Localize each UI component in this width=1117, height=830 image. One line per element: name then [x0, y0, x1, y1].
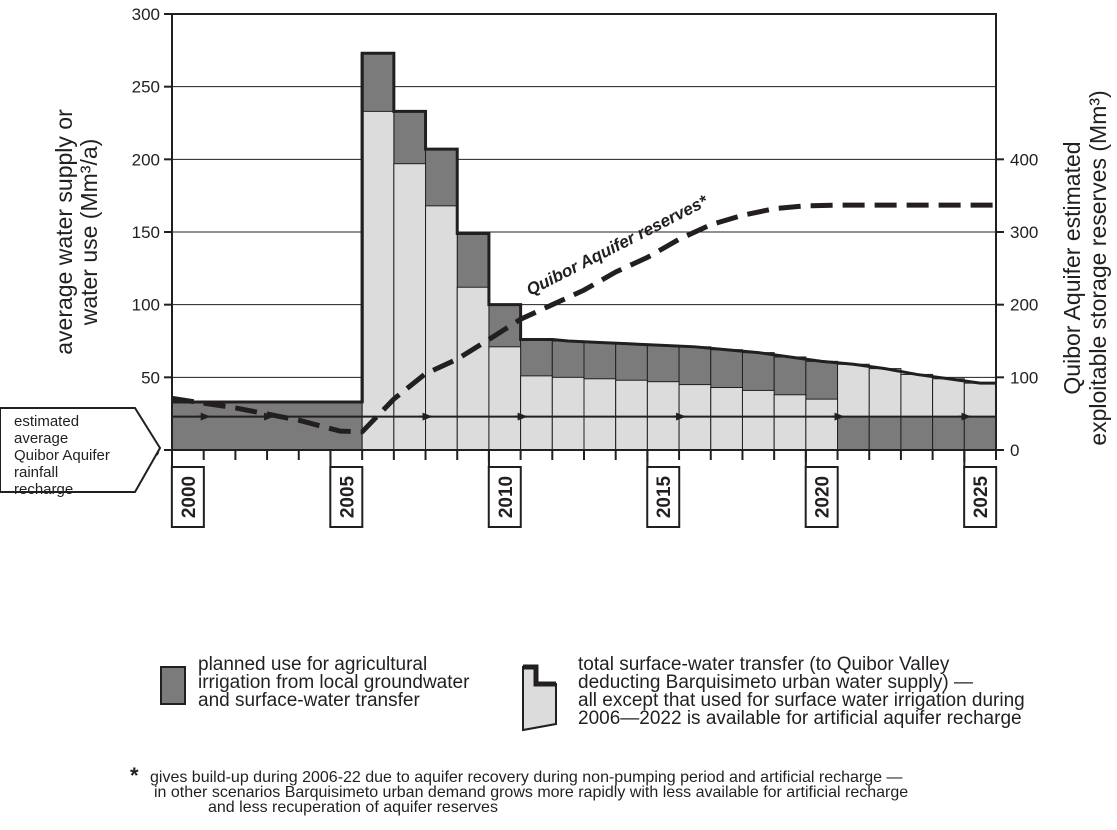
x-tick-box	[804, 466, 839, 528]
annotation-line: rainfall	[14, 464, 58, 481]
total-transfer-outline	[172, 51, 996, 404]
legend-light-line: deducting Barquisimeto urban water suppl…	[578, 672, 973, 693]
x-tick-label: 2015	[654, 475, 675, 518]
legend-dark-line: irrigation from local groundwater	[198, 672, 470, 693]
y-axis-title-line: water use (Mm³/a)	[76, 139, 102, 327]
x-tick-label: 2010	[496, 476, 517, 518]
bar-surface-irrigation	[393, 163, 427, 450]
y-tick-label: 150	[132, 223, 160, 242]
bar-groundwater	[900, 416, 934, 450]
legend-light-line: all except that used for surface water i…	[578, 690, 1025, 711]
y-tick-label: 250	[132, 78, 160, 97]
y2-axis-title: Quibor Aquifer estimatedexploitable stor…	[1059, 90, 1111, 445]
y-tick-label: 100	[132, 296, 160, 315]
y-tick-label: 300	[132, 5, 160, 24]
x-tick-label: 2005	[337, 475, 358, 518]
footnote-line: in other scenarios Barquisimeto urban de…	[154, 784, 909, 801]
legend-light-line: 2006—2022 is available for artificial aq…	[578, 708, 1022, 729]
bar-groundwater	[963, 416, 996, 450]
x-tick-label: 2020	[813, 476, 834, 518]
x-tick-label: 2000	[179, 476, 200, 518]
legend-dark-line: planned use for agricultural	[198, 654, 428, 675]
y-axis-title: average water supply orwater use (Mm³/a)	[51, 109, 102, 355]
legend-swatch-light	[522, 664, 557, 732]
bar-groundwater	[932, 416, 965, 450]
y2-axis-title-line: exploitable storage reserves (Mm³)	[1085, 90, 1111, 445]
legend-swatch-dark	[160, 666, 186, 705]
annotation-text: estimated average Quibor Aquifer rainfall re…	[14, 413, 110, 498]
annotation-line: recharge	[14, 481, 73, 498]
bar-surface-irrigation	[520, 375, 553, 450]
reserves-curve	[172, 202, 996, 435]
x-tick-box	[487, 466, 522, 528]
bar-surface-irrigation	[551, 376, 585, 450]
footnote-star: *	[130, 763, 139, 788]
legend-light-text: total surface-water transfer (to Quibor …	[578, 654, 1025, 729]
bar-surface-irrigation	[805, 398, 839, 450]
bar-base-period	[172, 402, 363, 450]
footnote: * gives build-up during 2006-22 due to a…	[130, 763, 909, 816]
y-axis-title-line: average water supply or	[51, 109, 77, 355]
bar-surface-irrigation	[710, 387, 743, 450]
x-tick-box	[963, 466, 998, 528]
y2-tick-label: 200	[1010, 296, 1038, 315]
y-tick-label: 200	[132, 150, 160, 169]
footnote-line: gives build-up during 2006-22 due to aqu…	[150, 769, 903, 786]
annotation-box	[0, 407, 162, 493]
gridlines	[172, 86, 996, 378]
recharge-annotation: estimated average Quibor Aquifer rainfall re…	[0, 407, 162, 498]
legend-dark-line: and surface-water transfer	[198, 690, 420, 711]
annotation-line: average	[14, 430, 68, 447]
annotation-line: estimated	[14, 413, 79, 430]
bar-groundwater	[868, 416, 902, 450]
reserves-label: Quibor Aquifer reserves*	[523, 191, 712, 300]
y2-tick-label: 100	[1010, 368, 1038, 387]
x-tick-box	[329, 466, 364, 528]
legend-light-line: total surface-water transfer (to Quibor …	[578, 654, 950, 675]
bar-surface-irrigation	[456, 286, 490, 450]
bar-surface-irrigation	[361, 110, 395, 450]
bar-surface-irrigation	[488, 346, 522, 450]
x-tick-box	[170, 466, 205, 528]
y2-axis-title-line: Quibor Aquifer estimated	[1059, 141, 1085, 394]
bar-surface-irrigation	[773, 394, 807, 450]
bar-surface-irrigation	[615, 379, 648, 450]
y-tick-label: 50	[141, 368, 160, 387]
x-tick-label: 2025	[971, 475, 992, 518]
y2-tick-label: 0	[1010, 441, 1019, 460]
plot-area	[172, 51, 996, 450]
annotation-line: Quibor Aquifer	[14, 447, 110, 464]
legend-dark-text: planned use for agricultural irrigation …	[198, 654, 470, 711]
bar-groundwater	[837, 416, 870, 450]
bar-surface-irrigation	[583, 378, 617, 450]
y2-tick-label: 300	[1010, 223, 1038, 242]
bar-surface-irrigation	[425, 205, 458, 450]
footnote-line: and less recuperation of aquifer reserve…	[208, 799, 498, 816]
bar-surface-irrigation	[741, 389, 775, 450]
y2-tick-label: 400	[1010, 150, 1038, 169]
x-tick-box	[646, 466, 681, 528]
